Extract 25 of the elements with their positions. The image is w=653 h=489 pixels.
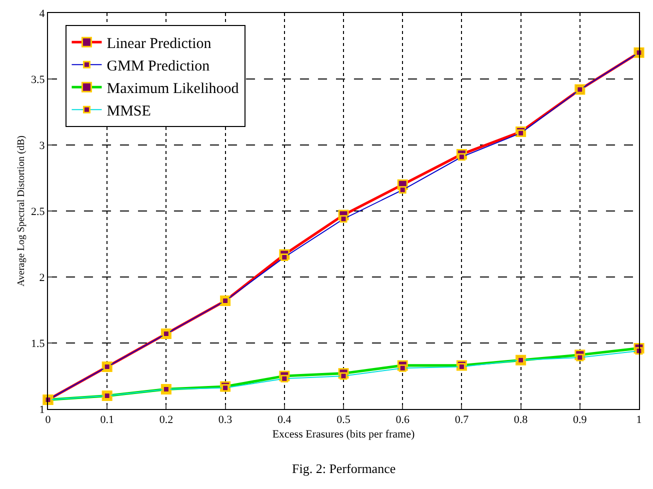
legend-label: Maximum Likelihood [106, 80, 240, 97]
x-axis-title: Excess Erasures (bits per frame) [272, 428, 415, 440]
x-tick-label: 0.8 [514, 414, 528, 426]
y-tick-label: 3 [39, 140, 46, 152]
y-tick-label: 2 [39, 272, 45, 284]
caption: Fig. 2: Performance [292, 461, 396, 476]
x-tick-label: 0.6 [396, 414, 410, 426]
y-tick-label: 2.5 [31, 206, 46, 218]
legend-label: Linear Prediction [106, 36, 212, 52]
x-tick-label: 0.9 [573, 414, 588, 426]
y-tick-label: 3.5 [31, 74, 46, 86]
x-tick-label: 0.7 [454, 414, 470, 426]
y-tick-label: 4 [39, 8, 46, 20]
x-tick-label: 0.3 [218, 414, 233, 426]
x-tick-label: 0.2 [159, 414, 174, 426]
legend-label: GMM Prediction [106, 58, 210, 74]
x-tick-label: 0.4 [278, 414, 292, 426]
legend-label: MMSE [106, 103, 151, 120]
y-axis-title: Average Log Spectral Distortion (dB) [16, 136, 28, 286]
x-tick-label: 0.5 [336, 414, 351, 426]
x-tick-label: 0.1 [100, 414, 114, 426]
y-tick-label: 1 [39, 404, 45, 416]
x-tick-label: 0 [45, 414, 52, 426]
y-tick-label: 1.5 [31, 338, 46, 350]
x-tick-label: 1 [636, 414, 642, 426]
